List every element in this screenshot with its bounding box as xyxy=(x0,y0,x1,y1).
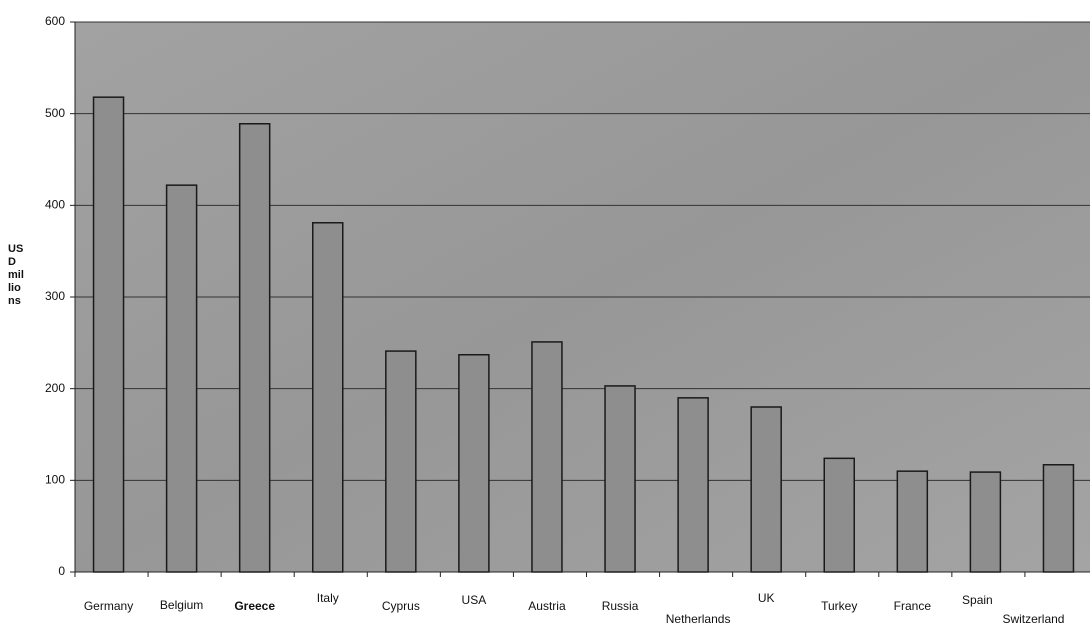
bar xyxy=(238,123,271,573)
bar xyxy=(312,222,344,573)
x-tick-label: Italy xyxy=(317,591,339,605)
y-tick-label: 300 xyxy=(45,289,65,303)
bar xyxy=(458,354,490,573)
y-axis-label: USD millions xyxy=(8,243,24,307)
bar xyxy=(604,385,636,573)
bar xyxy=(896,470,929,573)
y-tick-label: 200 xyxy=(45,381,65,395)
x-tick-label: UK xyxy=(758,591,775,605)
y-tick-label: 100 xyxy=(45,473,65,487)
bar xyxy=(92,96,125,573)
x-tick-label: Turkey xyxy=(821,599,857,613)
bar xyxy=(165,184,198,573)
y-tick-label: 500 xyxy=(45,106,65,120)
x-tick-label: Germany xyxy=(84,599,133,613)
x-tick-label: Spain xyxy=(962,593,993,607)
x-tick-label: Switzerland xyxy=(1002,612,1064,626)
x-tick-label: Netherlands xyxy=(666,612,731,626)
x-tick-label: Greece xyxy=(234,599,275,613)
bar xyxy=(823,457,855,573)
y-tick-label: 0 xyxy=(58,564,65,578)
bar xyxy=(969,471,1002,573)
x-tick-label: Austria xyxy=(528,599,566,613)
x-tick-label: France xyxy=(894,599,932,613)
bar xyxy=(385,350,417,573)
bar xyxy=(1042,464,1075,573)
y-tick-label: 600 xyxy=(45,14,65,28)
x-tick-label: Russia xyxy=(602,599,639,613)
bar xyxy=(531,341,563,573)
x-tick-label: USA xyxy=(462,593,487,607)
x-tick-label: Cyprus xyxy=(382,599,420,613)
x-tick-label: Belgium xyxy=(160,598,203,612)
bar xyxy=(750,406,782,573)
bar xyxy=(677,397,709,573)
y-tick-label: 400 xyxy=(45,198,65,212)
